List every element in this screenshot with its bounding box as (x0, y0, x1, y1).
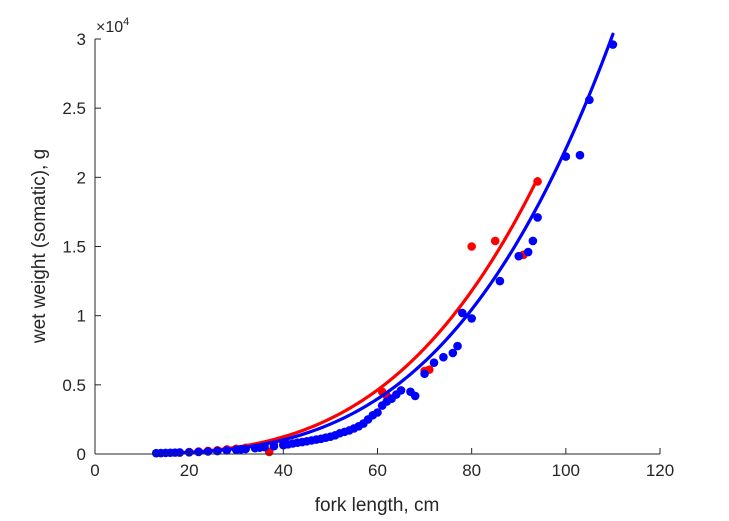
data-point (448, 348, 458, 358)
y-tick-label: 1.5 (62, 238, 86, 257)
x-axis: 0 20 40 60 80 100 120 (90, 448, 674, 480)
data-point (373, 408, 382, 417)
y-tick-label: 1 (77, 307, 86, 326)
data-point (533, 213, 542, 222)
y-tick-label: 3 (77, 30, 86, 49)
y-tick-label: 2.5 (62, 99, 86, 118)
y-axis-label: wet weight (somatic), g (29, 149, 50, 344)
x-axis-label: fork length, cm (315, 495, 440, 516)
data-point (429, 358, 439, 368)
data-point (561, 152, 571, 161)
data-point (467, 314, 476, 323)
data-point (608, 40, 618, 49)
y-exponent-label: ×104 (96, 16, 129, 36)
data-point (241, 444, 250, 454)
y-tick-label: 0.5 (62, 376, 86, 395)
x-tick-label: 60 (368, 461, 387, 480)
y-exponent-power: 4 (123, 16, 129, 28)
data-point (528, 236, 538, 246)
data-point (420, 369, 429, 379)
data-point (490, 236, 500, 246)
data-point (410, 391, 420, 401)
data-point (222, 446, 232, 455)
data-point (467, 242, 476, 251)
data-point (457, 308, 467, 318)
data-point (175, 448, 185, 457)
y-tick-label: 2 (77, 168, 86, 187)
data-point (194, 447, 203, 457)
x-tick-label: 100 (552, 461, 580, 480)
y-exponent-base: ×10 (96, 19, 123, 36)
x-tick-label: 0 (90, 461, 99, 480)
data-point (495, 276, 505, 286)
data-point (203, 447, 213, 456)
data-point (269, 441, 279, 451)
x-tick-label: 40 (274, 461, 293, 480)
data-point (585, 95, 594, 105)
x-tick-label: 80 (462, 461, 481, 480)
data-point (396, 386, 406, 395)
x-tick-label: 20 (180, 461, 199, 480)
data-point (453, 341, 462, 351)
plot-area (151, 32, 618, 458)
data-point (439, 352, 448, 362)
y-axis: 0 0.5 1 1.5 2 2.5 3 (62, 30, 101, 464)
y-tick-label: 0 (77, 445, 86, 464)
data-point (523, 247, 533, 257)
x-tick-label: 120 (646, 461, 674, 480)
data-point (213, 446, 222, 456)
data-point (575, 150, 585, 160)
data-point (533, 177, 542, 186)
data-point (260, 442, 269, 452)
data-point (514, 251, 524, 261)
series-2 (151, 32, 618, 458)
